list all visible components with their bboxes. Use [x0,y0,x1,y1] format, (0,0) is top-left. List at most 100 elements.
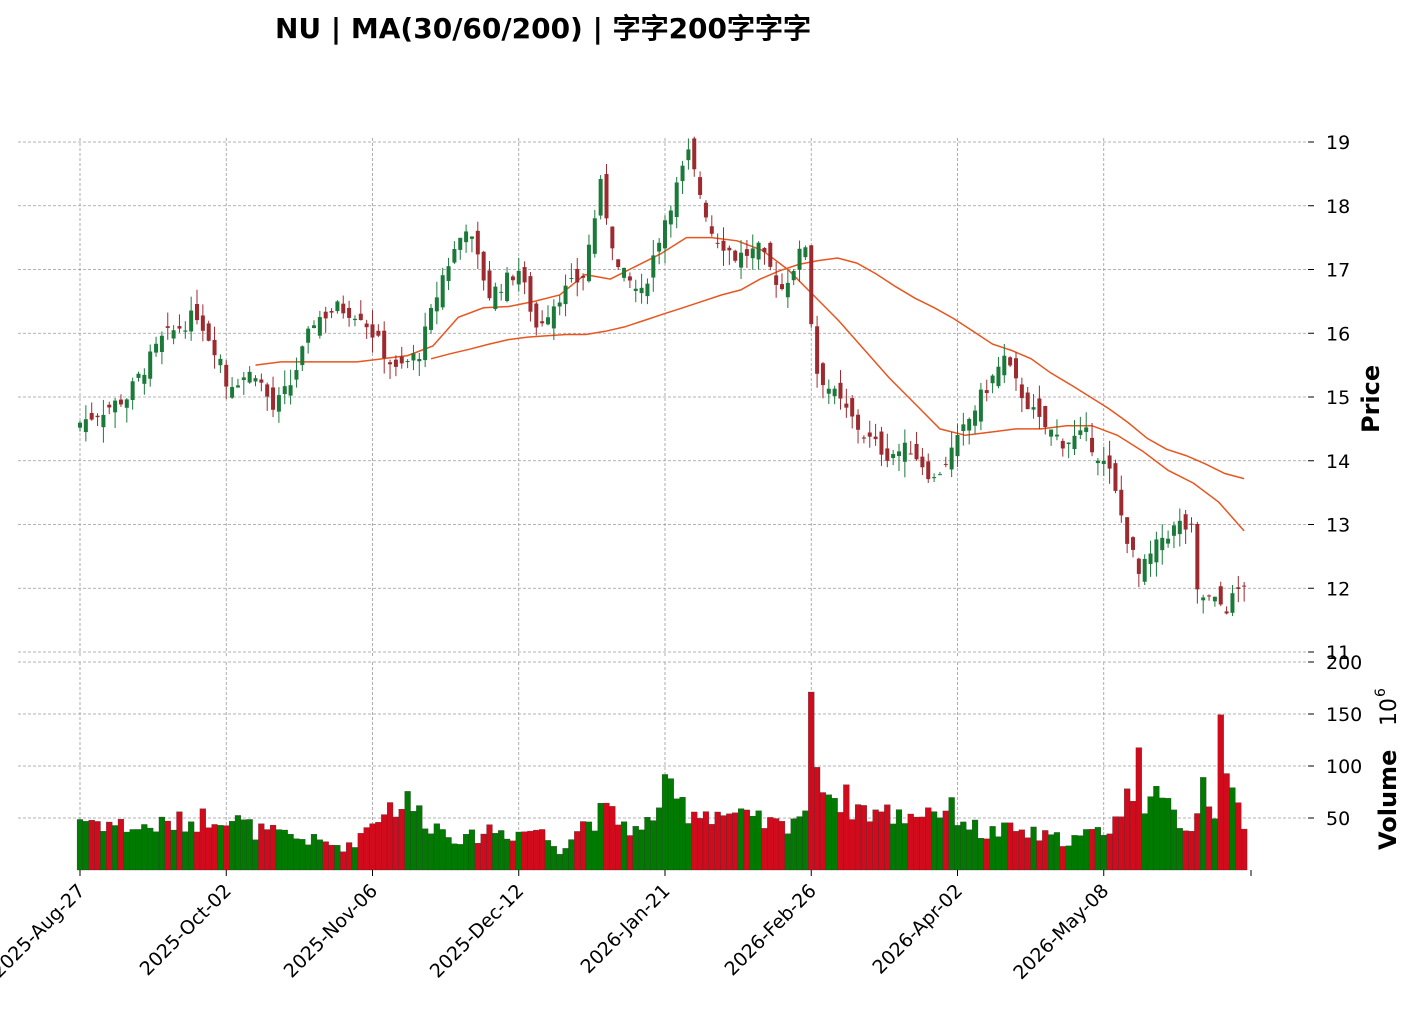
candle-body-67 [469,236,474,239]
candle-body-120 [780,284,784,290]
volume-bar-75 [515,831,522,871]
candle-body-81 [551,306,556,329]
candle-body-173 [1090,437,1095,453]
candle-body-164 [1037,398,1042,417]
volume-bar-103 [679,797,686,871]
volume-bar-22 [205,827,212,871]
volume-bar-8 [123,831,130,871]
candle-body-127 [820,363,825,386]
volume-bar-138 [884,804,891,871]
volume-bar-170 [1071,835,1078,871]
candle-body-59 [423,326,428,361]
volume-bar-177 [1112,816,1119,871]
candle-body-37 [294,370,299,380]
volume-bar-109 [714,811,721,871]
candle-body-55 [399,356,404,364]
candle-body-174 [1095,460,1100,464]
volume-bar-184 [1153,785,1160,871]
candle-body-125 [809,245,814,325]
ma-line-60 [430,257,1245,480]
candle-body-102 [674,182,679,217]
volume-bar-124 [802,810,809,871]
candle-body-25 [224,364,229,387]
candle-body-126 [815,326,820,374]
candle-body-66 [464,231,469,243]
volume-bar-35 [281,829,288,871]
volume-bar-44 [334,845,341,871]
candle-body-41 [317,317,322,336]
date-tick-label-2: 2025-Nov-06 [280,880,382,982]
volume-bar-58 [416,805,423,871]
candle-body-24 [218,358,223,366]
candle-body-109 [715,242,720,244]
volume-bar-139 [890,823,897,871]
candle-body-115 [750,248,755,259]
candle-body-90 [604,174,609,219]
price-tick-label-5: 16 [1326,323,1350,345]
volume-bar-73 [503,838,511,871]
volume-bar-160 [1012,831,1020,871]
candle-body-153 [973,410,978,426]
candle-body-87 [586,244,591,282]
candle-body-40 [312,325,316,329]
volume-bar-115 [749,815,756,871]
volume-bar-50 [369,823,376,871]
candle-body-46 [347,307,352,318]
volume-bar-71 [492,833,499,871]
volume-bar-146 [931,811,938,871]
date-tick-label-1: 2025-Oct-02 [136,880,236,980]
volume-bar-132 [849,819,856,871]
volume-bar-172 [1083,829,1090,871]
candle-body-71 [493,286,498,310]
price-tick-label-8: 19 [1326,132,1350,154]
volume-bar-21 [199,808,206,871]
volume-bar-28 [240,819,247,871]
candle-body-28 [241,377,246,381]
candle-body-135 [867,432,872,437]
candle-body-72 [499,291,504,293]
volume-bar-80 [544,840,552,871]
volume-bar-14 [158,816,165,871]
candle-body-152 [967,418,972,431]
candle-body-98 [651,255,656,278]
volume-bar-31 [258,823,265,871]
volume-bar-118 [767,817,774,871]
volume-bar-179 [1124,788,1131,871]
candle-body-45 [341,303,346,314]
volume-bar-152 [966,829,973,871]
candle-body-13 [154,343,159,353]
date-tick-label-5: 2026-Feb-26 [720,880,820,980]
candle-body-151 [961,424,966,431]
volume-bar-29 [246,819,253,871]
volume-bar-161 [1018,829,1025,871]
volume-bar-182 [1141,813,1148,871]
candle-body-180 [1131,537,1135,550]
volume-bar-86 [580,821,587,871]
candle-body-31 [259,379,264,383]
candle-body-44 [335,301,340,312]
candle-body-138 [885,448,890,461]
candle-body-134 [861,437,866,439]
volume-bar-119 [773,818,780,871]
candle-body-88 [592,218,597,254]
volume-bar-159 [1007,822,1014,871]
candle-body-6 [113,400,118,413]
volume-bar-147 [936,817,944,871]
candle-body-177 [1113,463,1118,491]
date-tick-label-6: 2026-Apr-02 [868,880,967,979]
candle-body-198 [1236,587,1241,589]
candle-body-2 [89,412,94,420]
volume-bar-81 [550,846,557,871]
candle-body-94 [627,276,632,281]
moving-averages [255,236,1245,532]
candle-body-187 [1171,525,1176,536]
candle-body-181 [1136,558,1141,574]
volume-bar-191 [1194,813,1201,871]
candle-body-12 [148,351,153,379]
volume-bar-95 [632,826,639,871]
volume-bar-97 [644,816,651,871]
candle-body-157 [996,366,1001,387]
volume-bar-36 [287,834,294,871]
candle-body-0 [78,422,82,428]
candle-body-184 [1154,539,1159,563]
